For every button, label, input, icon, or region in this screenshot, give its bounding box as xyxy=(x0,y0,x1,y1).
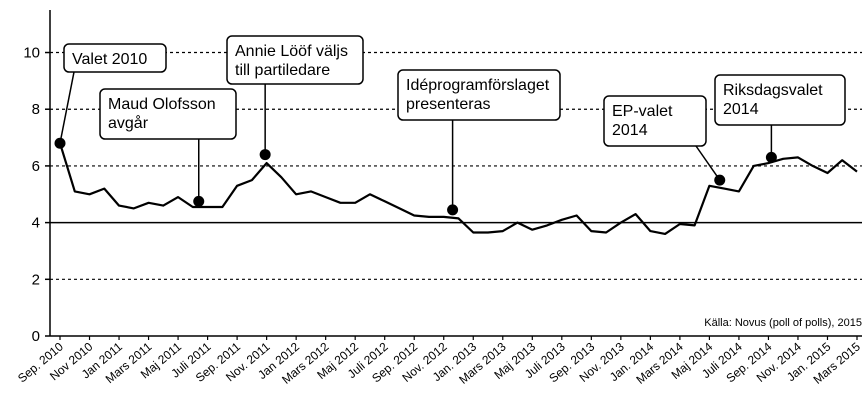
annotation-box xyxy=(397,69,561,121)
annotation: EP-valet 2014 xyxy=(603,95,726,186)
y-tick-label: 10 xyxy=(23,45,40,62)
annotation: Idéprogramförslaget presenteras xyxy=(397,69,561,216)
annotation-text: 2014 xyxy=(612,122,648,139)
annotation-box xyxy=(63,43,167,73)
annotation-text: Idéprogramförslaget xyxy=(406,77,550,94)
annotation-box xyxy=(226,35,364,85)
annotation-text: Riksdagsvalet xyxy=(723,82,823,99)
y-tick-label: 2 xyxy=(32,271,40,288)
annotation-text: Maud Olofsson xyxy=(108,96,216,113)
annotation-dot xyxy=(259,149,271,161)
annotation-text: avgår xyxy=(108,114,149,132)
y-tick-label: 6 xyxy=(32,158,40,175)
annotation-box xyxy=(603,95,707,147)
annotation-dot xyxy=(193,195,205,207)
annotation-dot xyxy=(54,137,66,149)
y-tick-label: 0 xyxy=(32,328,40,345)
annotation-dot xyxy=(714,174,726,186)
annotation-text: presenteras xyxy=(406,96,491,113)
annotation-box xyxy=(714,74,846,126)
line xyxy=(58,142,858,235)
annotation: Valet 2010 xyxy=(54,43,167,149)
annotation-box xyxy=(99,88,237,140)
annotation-pointer xyxy=(695,145,721,181)
annotation-text: 2014 xyxy=(723,101,759,118)
annotation-pointer xyxy=(59,71,75,144)
annotation-text: Valet 2010 xyxy=(72,51,147,68)
annotation: Annie Lööf väljs till partiledare xyxy=(226,35,364,161)
source: Källa: Novus (poll of polls), 2015 xyxy=(704,317,862,329)
y-tick-label: 4 xyxy=(32,215,40,232)
annotation: Riksdagsvalet 2014 xyxy=(714,74,846,163)
y-tick-label: 8 xyxy=(32,101,40,118)
annotation-text: till partiledare xyxy=(235,62,330,79)
annotation-dot xyxy=(447,204,459,216)
annotation-text: EP-valet xyxy=(612,103,673,120)
annotation-text: Annie Lööf väljs xyxy=(235,43,348,60)
annotation-dot xyxy=(765,151,777,163)
